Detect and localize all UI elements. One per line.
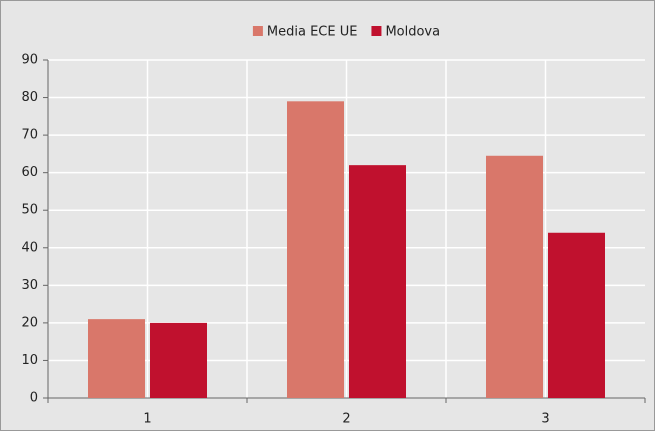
bar [88,319,145,398]
y-tick-label: 80 [21,90,38,105]
y-tick-label: 70 [21,128,38,143]
x-tick-label: 3 [541,412,549,427]
legend: Media ECE UE Moldova [252,25,440,40]
legend-label: Media ECE UE [267,25,358,40]
bar [548,232,605,398]
y-tick-label: 10 [21,353,38,368]
y-tick-label: 40 [21,240,38,255]
bar [349,165,406,398]
y-tick-label: 60 [21,165,38,180]
legend-swatch [252,26,263,36]
bar [150,322,207,398]
x-tick-label: 1 [143,412,151,427]
y-tick-label: 0 [30,391,38,406]
legend-label: Moldova [385,25,440,40]
bar [486,155,543,398]
bar [287,101,344,399]
y-tick-label: 90 [21,53,38,68]
legend-swatch [371,26,382,36]
x-tick-label: 2 [342,412,350,427]
y-tick-label: 20 [21,315,38,330]
y-tick-label: 30 [21,278,38,293]
y-tick-label: 50 [21,203,38,218]
